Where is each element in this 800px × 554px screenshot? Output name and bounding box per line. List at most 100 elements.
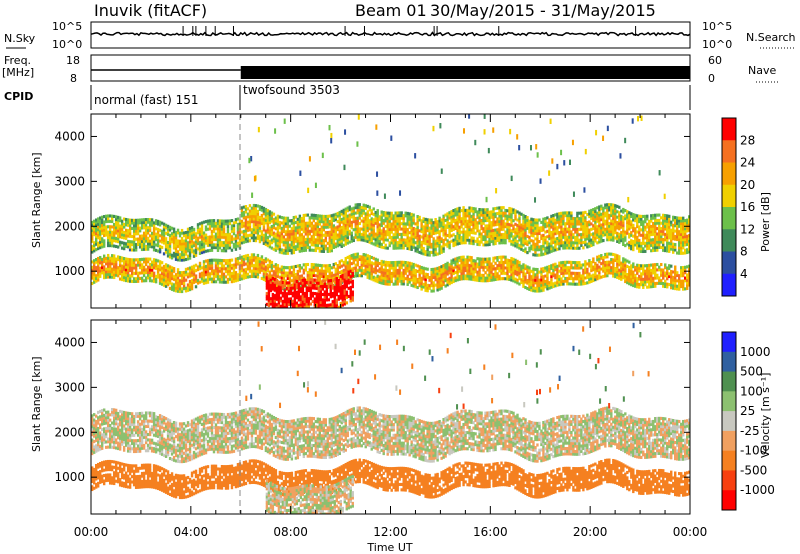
heatmap-cell [680, 246, 683, 250]
heatmap-cell [528, 241, 531, 245]
heatmap-cell [498, 238, 501, 242]
heatmap-cell [440, 226, 443, 230]
heatmap-cell [204, 225, 208, 229]
heatmap-cell [228, 275, 232, 279]
heatmap-cell [476, 210, 479, 214]
heatmap-cell [138, 221, 142, 225]
heatmap-cell [626, 223, 629, 227]
heatmap-cell [284, 219, 288, 223]
heatmap-cell [284, 216, 288, 220]
heatmap-cell [606, 211, 609, 215]
heatmap-cell [242, 211, 246, 215]
heatmap-cell [406, 244, 409, 248]
heatmap-cell [302, 268, 306, 272]
heatmap-cell [546, 216, 549, 220]
heatmap-cell [218, 227, 222, 231]
heatmap-cell [438, 276, 441, 280]
heatmap-cell [380, 259, 383, 263]
heatmap-cell [264, 234, 268, 238]
heatmap-cell [272, 231, 276, 235]
heatmap-cell [296, 277, 300, 282]
heatmap-cell [410, 218, 413, 222]
heatmap-cell [340, 231, 343, 235]
heatmap-cell [448, 224, 451, 228]
heatmap-cell [484, 237, 487, 242]
heatmap-cell [474, 275, 477, 279]
heatmap-cell [484, 224, 487, 228]
heatmap-cell [120, 246, 124, 250]
heatmap-cell [166, 277, 170, 281]
heatmap-cell [340, 244, 343, 248]
heatmap-cell [184, 236, 188, 240]
heatmap-cell [518, 214, 521, 218]
heatmap-cell [424, 280, 427, 284]
heatmap-cell [396, 268, 399, 273]
heatmap-cell [592, 234, 595, 239]
heatmap-cell [456, 220, 459, 224]
heatmap-cell [576, 244, 579, 248]
heatmap-cell [360, 211, 363, 215]
heatmap-cell [458, 225, 461, 229]
heatmap-cell [116, 229, 120, 233]
heatmap-cell [328, 230, 331, 234]
heatmap-cell [278, 250, 282, 254]
heatmap-cell [458, 233, 461, 237]
heatmap-cell [196, 265, 200, 269]
heatmap-cell [158, 220, 162, 224]
heatmap-cell [278, 270, 282, 274]
heatmap-cell [448, 276, 451, 280]
heatmap-cell [204, 249, 208, 253]
heatmap-cell [508, 275, 511, 279]
heatmap-cell [192, 280, 196, 284]
heatmap-cell [242, 235, 246, 239]
heatmap-cell [632, 226, 635, 230]
heatmap-cell [382, 219, 385, 223]
heatmap-cell [134, 226, 138, 230]
heatmap-cell [408, 239, 411, 243]
heatmap-cell [354, 227, 357, 231]
heatmap-cell [536, 248, 539, 252]
heatmap-cell [234, 263, 238, 267]
heatmap-cell [414, 246, 417, 250]
heatmap-cell [454, 208, 457, 212]
heatmap-cell [408, 212, 411, 216]
heatmap-cell [326, 222, 330, 226]
heatmap-cell [654, 229, 657, 233]
heatmap-cell [600, 215, 603, 219]
heatmap-cell [582, 227, 585, 231]
heatmap-cell [438, 287, 441, 291]
heatmap-cell [242, 263, 246, 267]
heatmap-cell [592, 208, 595, 212]
heatmap-cell [176, 287, 180, 291]
heatmap-cell [326, 225, 330, 229]
heatmap-cell [564, 238, 567, 242]
heatmap-cell [214, 269, 218, 273]
heatmap-cell [410, 262, 413, 266]
heatmap-cell [234, 239, 238, 243]
heatmap-cell [342, 230, 345, 234]
heatmap-cell [672, 223, 675, 227]
heatmap-cell [314, 213, 318, 218]
heatmap-cell [552, 219, 555, 223]
heatmap-cell [106, 272, 110, 276]
heatmap-cell [560, 217, 563, 221]
heatmap-cell [224, 259, 228, 263]
heatmap-cell [658, 232, 661, 236]
heatmap-cell [372, 212, 375, 216]
heatmap-cell [348, 232, 351, 236]
heatmap-cell [554, 232, 557, 236]
heatmap-cell [470, 272, 473, 276]
heatmap-cell [104, 273, 108, 277]
heatmap-cell [358, 205, 361, 209]
heatmap-cell [456, 231, 459, 235]
heatmap-cell [284, 249, 288, 253]
heatmap-cell [512, 229, 515, 234]
heatmap-cell [280, 251, 284, 255]
heatmap-cell [248, 220, 252, 224]
heatmap-cell [100, 221, 104, 225]
heatmap-cell [418, 278, 421, 282]
heatmap-cell [240, 263, 244, 267]
heatmap-cell [356, 203, 359, 207]
heatmap-cell [396, 227, 399, 231]
heatmap-cell [264, 232, 268, 236]
